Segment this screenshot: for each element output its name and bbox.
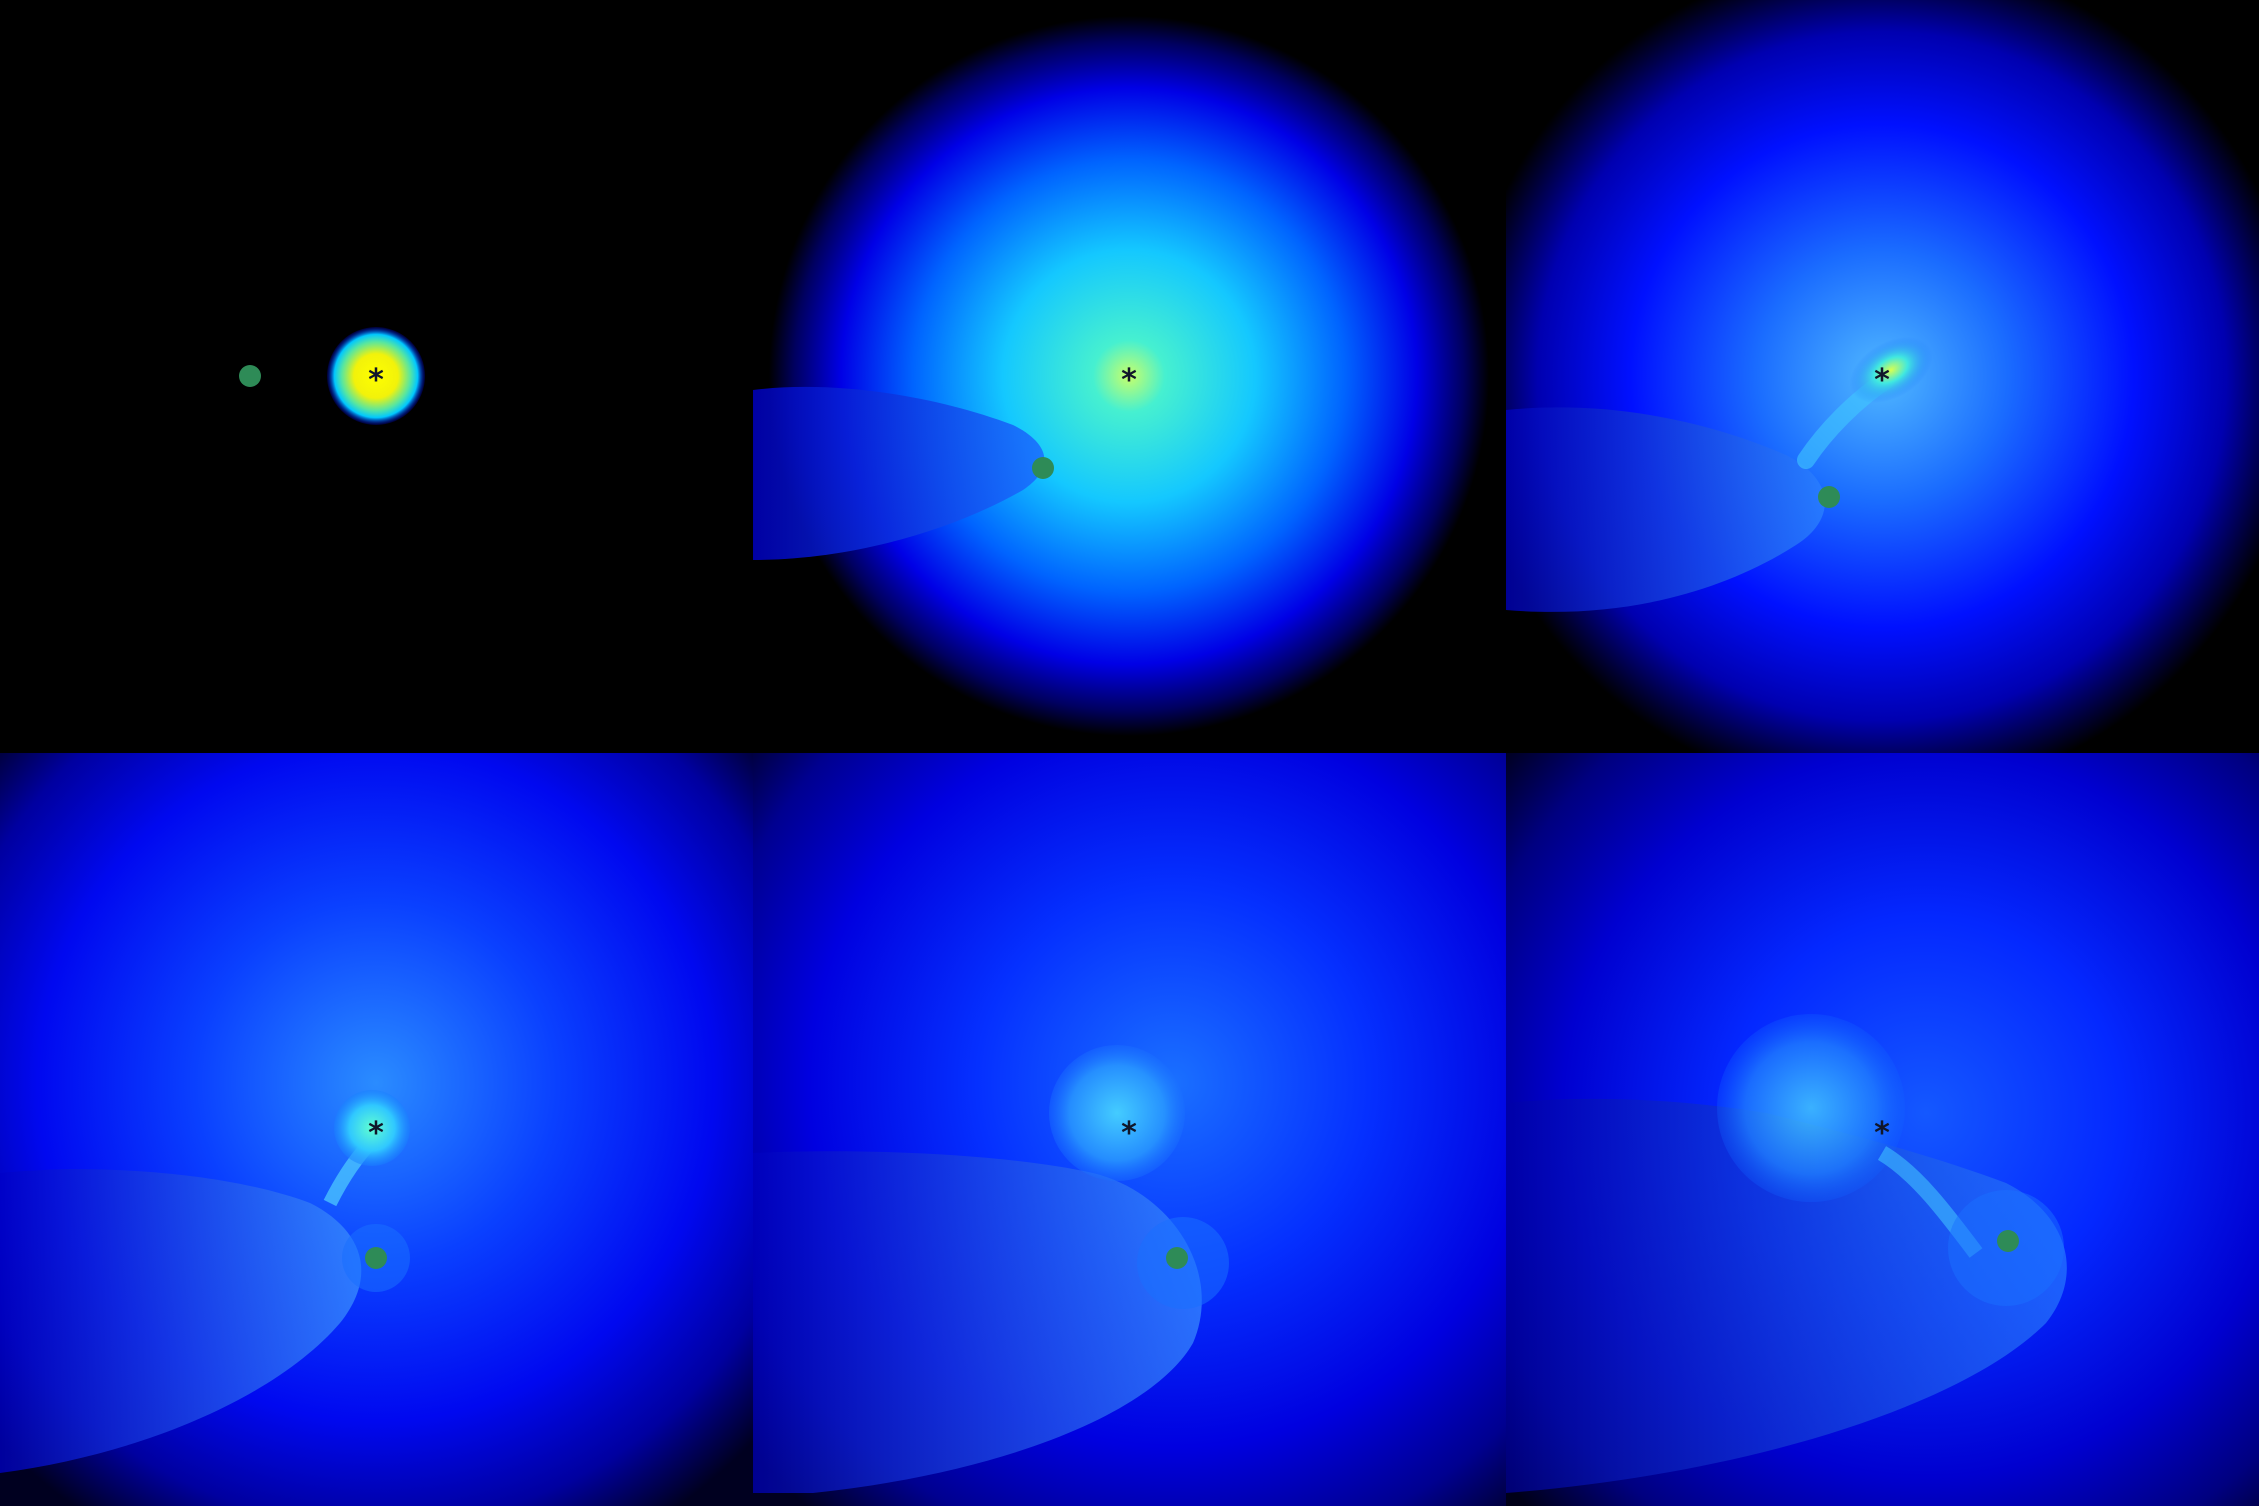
star-marker: *: [1120, 363, 1138, 398]
star-marker: *: [1873, 1116, 1891, 1151]
star-bubble: [334, 1090, 410, 1166]
panel-2-image: *: [753, 0, 1506, 753]
panel-3-image: *: [1506, 0, 2259, 753]
panel-5: *: [753, 753, 1506, 1506]
companion-dot: [1166, 1247, 1188, 1269]
companion-dot: [1818, 486, 1840, 508]
companion-dot: [1997, 1230, 2019, 1252]
gas-tail: [753, 386, 1045, 560]
panel-4: *: [0, 753, 753, 1506]
panel-1-image: *: [0, 0, 753, 753]
companion-dot: [239, 365, 261, 387]
star-marker: *: [367, 1116, 385, 1151]
companion-dot: [1032, 457, 1054, 479]
star-envelope: [327, 327, 425, 425]
panel-6-image: *: [1506, 753, 2259, 1506]
gas-tail: [753, 1151, 1202, 1493]
companion-dot: [365, 1247, 387, 1269]
gas-envelope: [769, 16, 1489, 736]
panel-5-image: *: [753, 753, 1506, 1506]
gas-tail: [1506, 407, 1825, 612]
panel-1: *: [0, 0, 753, 753]
star-bubble: [1717, 1014, 1905, 1202]
panel-3: *: [1506, 0, 2259, 753]
star-core: [1849, 336, 1933, 404]
panel-2: *: [753, 0, 1506, 753]
star-marker: *: [1120, 1116, 1138, 1151]
star-marker: *: [367, 363, 385, 398]
panel-6: *: [1506, 753, 2259, 1506]
gas-tail: [0, 1169, 362, 1473]
star-bubble: [1049, 1045, 1185, 1181]
panel-4-image: *: [0, 753, 753, 1506]
star-marker: *: [1873, 363, 1891, 398]
